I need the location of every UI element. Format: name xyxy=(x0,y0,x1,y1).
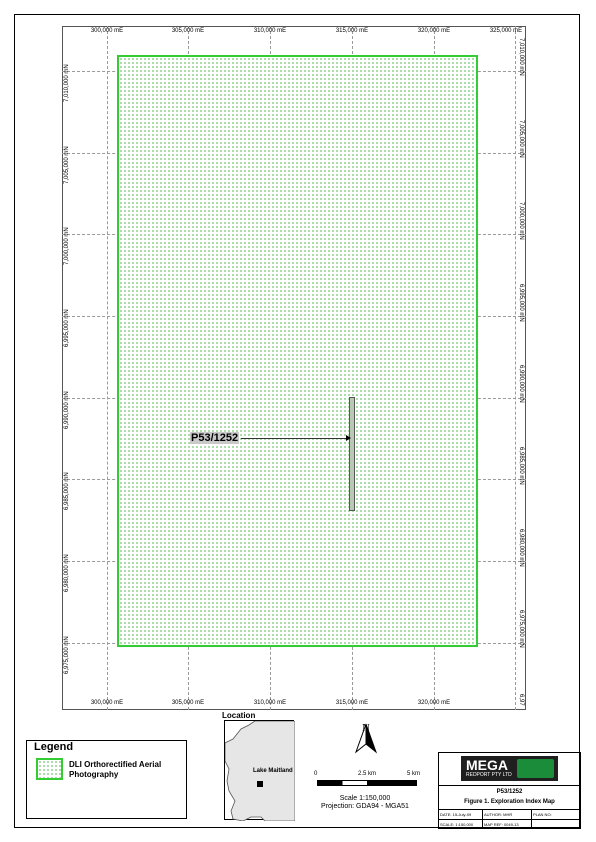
northing-tick-label: 7,005,000 mN xyxy=(64,146,70,184)
legend-item-label: DLI Orthorectified Aerial Photography xyxy=(69,760,185,780)
easting-tick-label: 310,000 mE xyxy=(254,700,286,706)
scale-ratio: Scale 1:150,000 xyxy=(300,795,430,803)
easting-tick-label: 320,000 mE xyxy=(418,28,450,34)
author-field: AUTHOR: MHR xyxy=(484,812,512,817)
northing-tick-label: 7,010,000 mN xyxy=(518,38,524,76)
easting-tick-label: 305,000 mE xyxy=(172,700,204,706)
easting-tick-label: 300,000 mE xyxy=(91,28,123,34)
location-place-label: Lake Maitland xyxy=(253,768,293,774)
northing-tick-label: 6,995,000 mN xyxy=(518,284,524,322)
northing-tick-label: 6,985,000 mN xyxy=(518,447,524,485)
legend-title: Legend xyxy=(34,741,73,753)
northing-tick-label: 7,010,000 mN xyxy=(64,64,70,102)
date-field: DATE: 15-July-09 xyxy=(440,812,471,817)
legend-swatch xyxy=(36,758,63,780)
logo-mark-icon xyxy=(517,759,554,778)
scale-text: Scale 1:150,000 Projection: GDA94 - MGA5… xyxy=(300,795,430,811)
company-logo: MEGA REDPORT PTY LTD xyxy=(461,756,558,781)
northing-tick-label: 7,005,000 mN xyxy=(518,120,524,158)
map-ref-field: MAP REF: 0049-13 xyxy=(484,822,519,827)
title-block: MEGA REDPORT PTY LTD P53/1252 Figure 1. … xyxy=(438,752,581,829)
scale-bar xyxy=(317,780,417,786)
aerial-photo-coverage[interactable] xyxy=(117,55,478,647)
grid-line xyxy=(107,26,108,710)
plan-field: PLAN NO: xyxy=(533,812,552,817)
northing-tick-label: 7,000,000 mN xyxy=(518,202,524,240)
scale-tick-2-5km: 2.5 km xyxy=(358,771,376,777)
northing-tick-label: 6,975,000 mN xyxy=(518,610,524,648)
northing-tick-label: 6,97 xyxy=(518,694,524,706)
scale-tick-5km: 5 km xyxy=(407,771,420,777)
easting-tick-label: 325,000 mE xyxy=(490,28,522,34)
northing-tick-label: 6,980,000 mN xyxy=(518,529,524,567)
easting-tick-label: 305,000 mE xyxy=(172,28,204,34)
figure-title: Figure 1. Exploration Index Map xyxy=(438,799,581,805)
title-tenement: P53/1252 xyxy=(438,789,581,795)
easting-tick-label: 310,000 mE xyxy=(254,28,286,34)
northing-tick-label: 6,985,000 mN xyxy=(64,472,70,510)
grid-line xyxy=(515,26,516,710)
location-title: Location xyxy=(222,711,255,720)
northing-tick-label: 6,990,000 mN xyxy=(64,391,70,429)
easting-tick-label: 320,000 mE xyxy=(418,700,450,706)
easting-tick-label: 315,000 mE xyxy=(336,28,368,34)
label-leader-line xyxy=(241,438,347,439)
northing-tick-label: 6,975,000 mN xyxy=(64,636,70,674)
northing-tick-label: 7,000,000 mN xyxy=(64,227,70,265)
easting-tick-label: 300,000 mE xyxy=(91,700,123,706)
logo-subtext: REDPORT PTY LTD xyxy=(466,772,512,778)
northing-tick-label: 6,990,000 mN xyxy=(518,365,524,403)
northing-tick-label: 6,995,000 mN xyxy=(64,309,70,347)
northing-tick-label: 6,980,000 mN xyxy=(64,554,70,592)
logo-text: MEGA xyxy=(466,757,508,773)
leader-arrow-icon xyxy=(346,435,351,441)
location-marker-icon xyxy=(257,781,263,787)
easting-tick-label: 315,000 mE xyxy=(336,700,368,706)
location-inset-map: Lake Maitland xyxy=(224,720,294,820)
north-label: N xyxy=(362,722,370,734)
tenement-p53-1252[interactable] xyxy=(349,397,355,511)
projection-text: Projection: GDA94 - MGA51 xyxy=(300,803,430,811)
scale-field: SCALE: 1:150,000 xyxy=(440,822,473,827)
scale-tick-0: 0 xyxy=(314,771,317,777)
tenement-label: P53/1252 xyxy=(190,432,239,444)
